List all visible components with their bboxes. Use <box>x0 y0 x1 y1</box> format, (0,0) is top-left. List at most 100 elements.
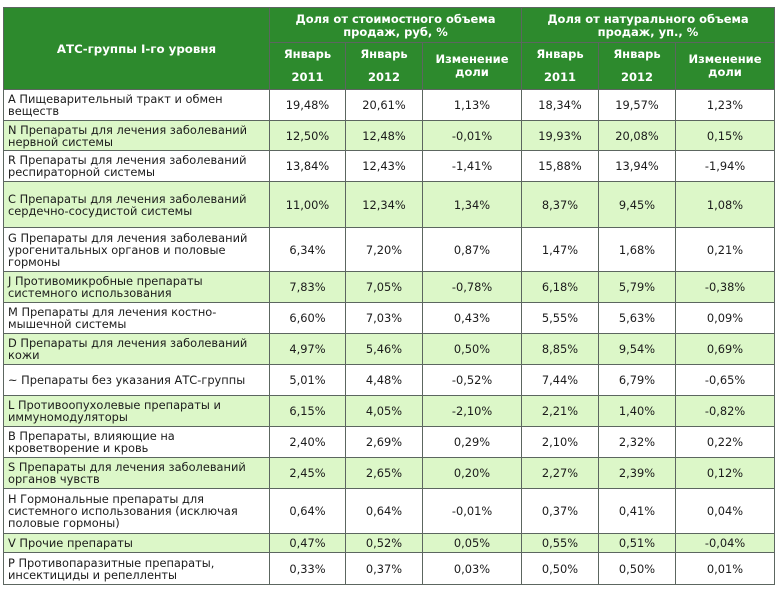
share-cell-nch: 0,69% <box>674 333 776 365</box>
share-cell-vch: -2,10% <box>422 395 522 427</box>
share-cell-n11: 18,34% <box>521 89 599 121</box>
share-cell-v12: 4,48% <box>345 364 423 396</box>
table-body: A Пищеварительный тракт и обмен веществ 1… <box>3 89 776 585</box>
header-year-label: 2011 <box>291 70 324 84</box>
share-cell-nch: -1,94% <box>674 150 776 182</box>
share-cell-v12: 7,20% <box>345 227 423 272</box>
share-cell-n12: 9,45% <box>598 181 676 228</box>
atc-group-name: V Прочие препараты <box>3 533 270 553</box>
share-cell-v12: 5,46% <box>345 333 423 365</box>
header-value-share: Доля от стоимостного объема продаж, руб,… <box>269 7 522 43</box>
share-cell-v12: 12,48% <box>345 120 423 151</box>
share-cell-n11: 0,50% <box>521 552 599 585</box>
share-cell-n12: 2,32% <box>598 426 676 458</box>
table-row: V Прочие препараты 0,47% 0,52% 0,05% 0,55% 0,… <box>3 533 776 553</box>
share-cell-vch: 1,34% <box>422 181 522 228</box>
share-cell-n11: 8,37% <box>521 181 599 228</box>
header-value-jan-2011: Январь 2011 <box>269 42 346 90</box>
share-cell-v11: 11,00% <box>269 181 346 228</box>
header-month-label: Январь <box>360 47 408 61</box>
header-year-label: 2012 <box>620 70 653 84</box>
share-cell-n11: 5,55% <box>521 302 599 334</box>
header-volume-jan-2011: Январь 2011 <box>521 42 599 90</box>
share-cell-vch: -1,41% <box>422 150 522 182</box>
share-cell-vch: 1,13% <box>422 89 522 121</box>
share-cell-v11: 6,15% <box>269 395 346 427</box>
table-row: C Препараты для лечения заболеваний серд… <box>3 181 776 228</box>
share-cell-n12: 6,79% <box>598 364 676 396</box>
table-row: S Препараты для лечения заболеваний орга… <box>3 457 776 489</box>
share-cell-nch: 1,08% <box>674 181 776 228</box>
atc-group-name: H Гормональные препараты для системного … <box>3 488 270 534</box>
table-row: P Противопаразитные препараты, инсектици… <box>3 552 776 585</box>
share-cell-vch: -0,01% <box>422 120 522 151</box>
atc-group-name: ~ Препараты без указания АТС-группы <box>3 364 270 396</box>
share-cell-v12: 2,65% <box>345 457 423 489</box>
share-cell-v12: 12,43% <box>345 150 423 182</box>
share-cell-v12: 4,05% <box>345 395 423 427</box>
table-row: G Препараты для лечения заболеваний урог… <box>3 227 776 272</box>
share-cell-nch: 0,22% <box>674 426 776 458</box>
share-cell-v11: 0,33% <box>269 552 346 585</box>
table-row: B Препараты, влияющие на кроветворение и… <box>3 426 776 458</box>
share-cell-vch: 0,05% <box>422 533 522 553</box>
share-cell-n11: 6,18% <box>521 271 599 303</box>
share-cell-n12: 13,94% <box>598 150 676 182</box>
table-row: ~ Препараты без указания АТС-группы 5,01%… <box>3 364 776 396</box>
header-year-label: 2011 <box>543 70 576 84</box>
share-cell-n11: 19,93% <box>521 120 599 151</box>
atc-group-name: R Препараты для лечения заболеваний респ… <box>3 150 270 182</box>
share-cell-vch: 0,87% <box>422 227 522 272</box>
header-year-label: 2012 <box>367 70 400 84</box>
share-cell-v12: 20,61% <box>345 89 423 121</box>
header-volume-change: Изменение доли <box>674 42 776 90</box>
atc-group-name: A Пищеварительный тракт и обмен веществ <box>3 89 270 121</box>
share-cell-v11: 0,47% <box>269 533 346 553</box>
share-cell-vch: -0,01% <box>422 488 522 534</box>
table-row: A Пищеварительный тракт и обмен веществ 1… <box>3 89 776 121</box>
table-row: N Препараты для лечения заболеваний нерв… <box>3 120 776 151</box>
share-cell-nch: 0,12% <box>674 457 776 489</box>
table-row: L Противоопухолевые препараты и иммуномо… <box>3 395 776 427</box>
share-cell-nch: -0,82% <box>674 395 776 427</box>
atc-group-name: G Препараты для лечения заболеваний урог… <box>3 227 270 272</box>
share-cell-n11: 0,55% <box>521 533 599 553</box>
atc-group-name: B Препараты, влияющие на кроветворение и… <box>3 426 270 458</box>
share-cell-n11: 2,27% <box>521 457 599 489</box>
share-cell-n12: 1,40% <box>598 395 676 427</box>
share-cell-vch: -0,52% <box>422 364 522 396</box>
header-month-label: Январь <box>283 47 332 61</box>
share-cell-n12: 2,39% <box>598 457 676 489</box>
atc-share-table-container: АТС-группы I-го уровня Доля от стоимостн… <box>3 7 776 585</box>
share-cell-v11: 2,40% <box>269 426 346 458</box>
share-cell-v12: 0,52% <box>345 533 423 553</box>
share-cell-v11: 19,48% <box>269 89 346 121</box>
atc-group-name: D Препараты для лечения заболеваний кожи <box>3 333 270 365</box>
share-cell-v11: 13,84% <box>269 150 346 182</box>
atc-group-name: C Препараты для лечения заболеваний серд… <box>3 181 270 228</box>
table-row: D Препараты для лечения заболеваний кожи… <box>3 333 776 365</box>
share-cell-n11: 1,47% <box>521 227 599 272</box>
share-cell-v12: 7,05% <box>345 271 423 303</box>
share-cell-nch: -0,04% <box>674 533 776 553</box>
atc-group-name: S Препараты для лечения заболеваний орга… <box>3 457 270 489</box>
header-atc-group: АТС-группы I-го уровня <box>3 7 270 90</box>
share-cell-nch: -0,38% <box>674 271 776 303</box>
share-cell-n12: 5,63% <box>598 302 676 334</box>
share-cell-vch: 0,20% <box>422 457 522 489</box>
share-cell-v12: 0,37% <box>345 552 423 585</box>
share-cell-v12: 0,64% <box>345 488 423 534</box>
share-cell-v11: 2,45% <box>269 457 346 489</box>
share-cell-n12: 0,51% <box>598 533 676 553</box>
share-cell-v11: 0,64% <box>269 488 346 534</box>
table-row: J Противомикробные препараты системного … <box>3 271 776 303</box>
header-value-jan-2012: Январь 2012 <box>345 42 423 90</box>
share-cell-v12: 12,34% <box>345 181 423 228</box>
share-cell-n11: 2,10% <box>521 426 599 458</box>
table-row: M Препараты для лечения костно-мышечной … <box>3 302 776 334</box>
share-cell-v11: 7,83% <box>269 271 346 303</box>
share-cell-nch: 0,15% <box>674 120 776 151</box>
share-cell-n12: 0,50% <box>598 552 676 585</box>
share-cell-n12: 20,08% <box>598 120 676 151</box>
share-cell-vch: -0,78% <box>422 271 522 303</box>
